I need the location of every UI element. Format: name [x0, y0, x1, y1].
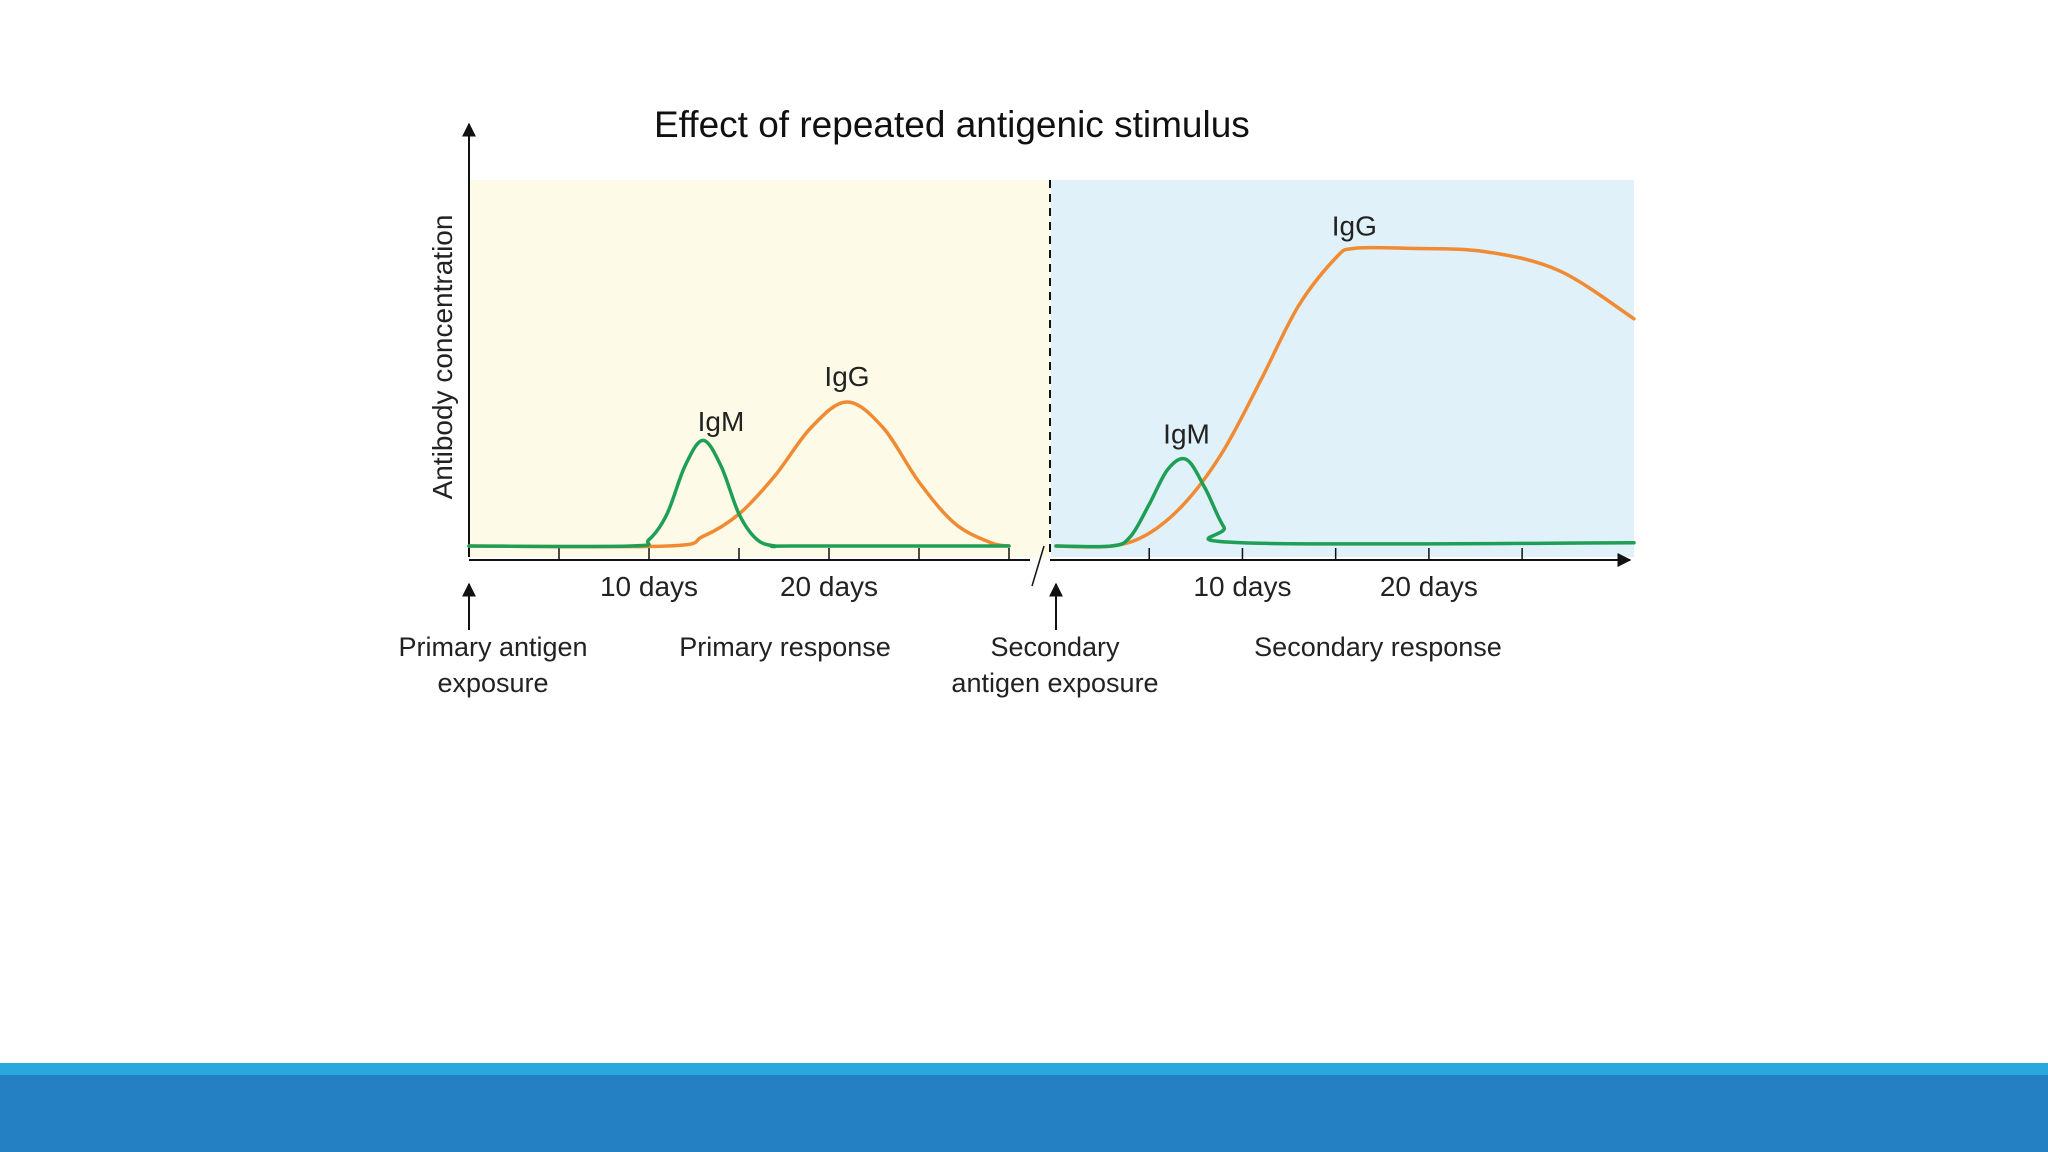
axis-break-mark: [1031, 545, 1045, 587]
secondary-x-tick-label: 10 days: [1193, 571, 1291, 602]
secondary-exposure-caption-line1: Secondary: [990, 632, 1120, 662]
primary-igg-curve: [467, 400, 1011, 549]
secondary-exposure-caption-line2: antigen exposure: [951, 668, 1158, 698]
secondary-response-caption: Secondary response: [1254, 632, 1502, 662]
secondary-igm-label: IgM: [1163, 419, 1210, 450]
secondary-igm-curve: [1054, 456, 1636, 549]
primary-response-background: [470, 180, 1050, 557]
primary-exposure-caption-line2: exposure: [437, 668, 548, 698]
secondary-response-background: [1051, 180, 1634, 557]
y-axis-label: Antibody concentration: [427, 215, 458, 500]
primary-igm-curve: [467, 438, 1011, 549]
primary-response-caption: Primary response: [679, 632, 891, 662]
secondary-igg-label: IgG: [1332, 211, 1377, 242]
footer-bar: [0, 1075, 2048, 1152]
primary-igm-label: IgM: [698, 406, 745, 437]
footer-accent-stripe: [0, 1063, 2048, 1075]
primary-x-tick-label: 20 days: [780, 571, 878, 602]
secondary-x-tick-label: 20 days: [1380, 571, 1478, 602]
chart-title: Effect of repeated antigenic stimulus: [654, 104, 1250, 145]
secondary-igg-curve: [1054, 245, 1636, 549]
primary-igg-label: IgG: [824, 361, 869, 392]
primary-x-tick-label: 10 days: [600, 571, 698, 602]
primary-exposure-caption-line1: Primary antigen: [398, 632, 587, 662]
